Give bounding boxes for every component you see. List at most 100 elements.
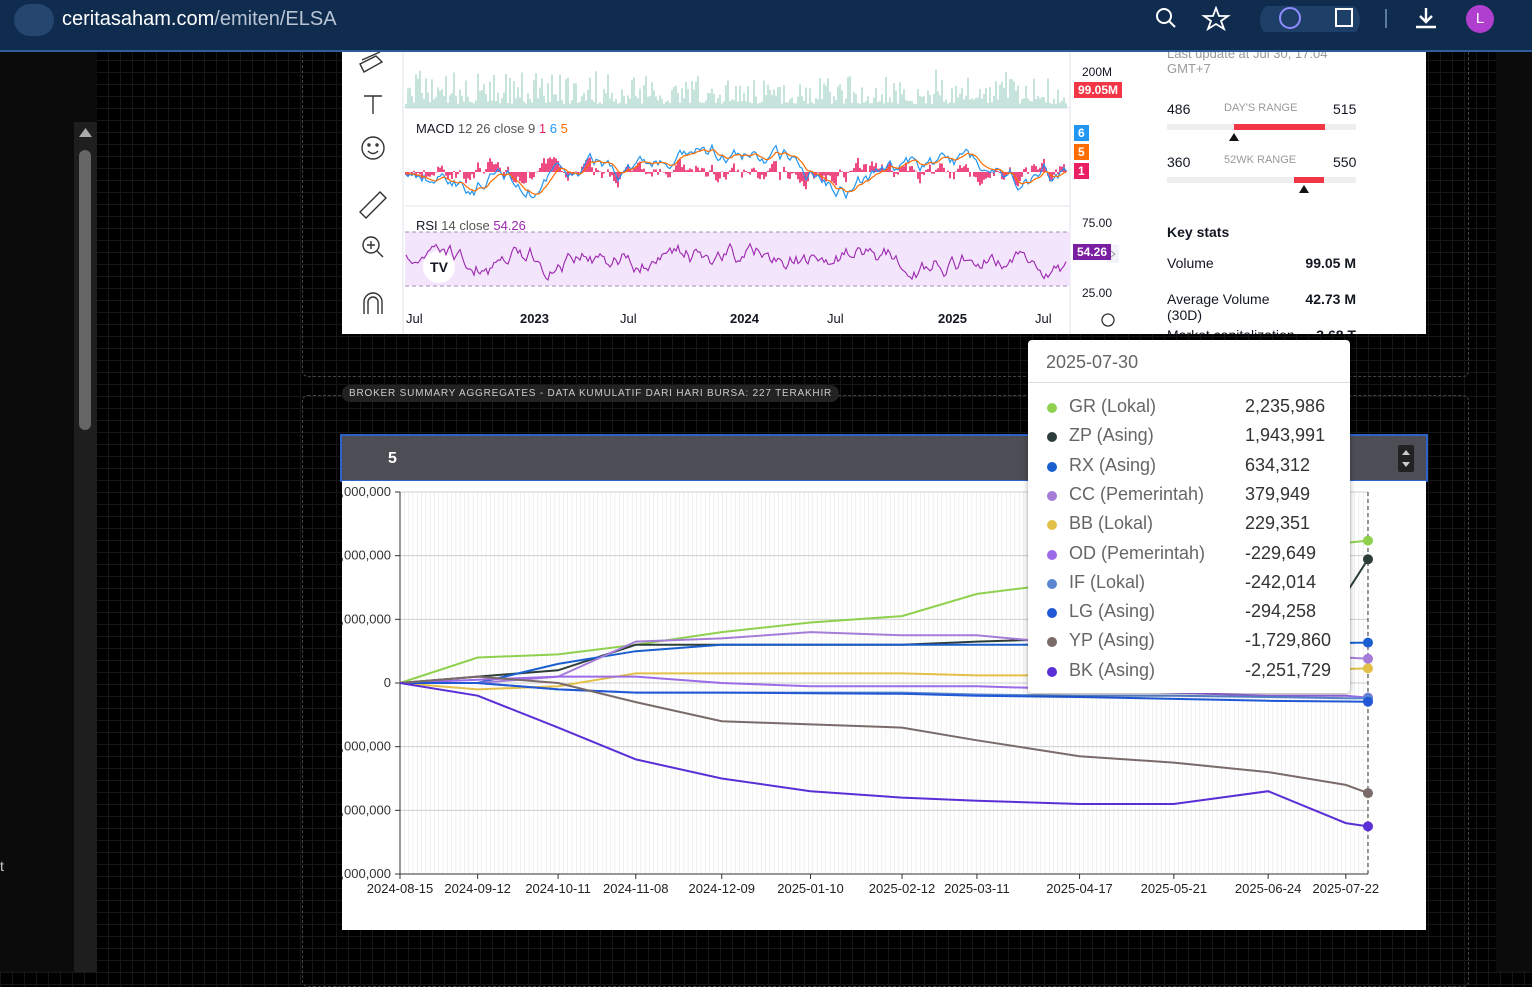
rsi-badge: 54.26 — [1073, 244, 1112, 260]
time-label: Jul — [1035, 311, 1052, 326]
x-tick-label: 2025-01-10 — [777, 881, 844, 896]
url[interactable]: ceritasaham.com/emiten/ELSA — [62, 8, 337, 31]
tooltip-divider — [1028, 382, 1350, 383]
volume-tick: 200M — [1082, 65, 1113, 79]
x-tick-label: 2024-10-11 — [525, 881, 591, 896]
legend-name: OD (Pemerintah) — [1069, 542, 1206, 563]
time-label: Jul — [406, 311, 423, 326]
avatar[interactable]: L — [1466, 5, 1494, 33]
legend-name: LG (Asing) — [1069, 601, 1156, 622]
wk-high: 550 — [1333, 154, 1357, 170]
scroll-up[interactable] — [77, 126, 94, 138]
stats-heading: Key stats — [1167, 224, 1230, 240]
legend-swatch — [1047, 461, 1057, 472]
legend-swatch — [1047, 608, 1057, 619]
stat-label: Market capitalization — [1167, 327, 1297, 334]
end-point — [1363, 696, 1373, 707]
x-tick-label: 2024-08-15 — [367, 881, 434, 896]
y-tick-label: 3,000,000 — [342, 484, 391, 499]
macd-v: 1 — [538, 121, 547, 136]
tooltip-value: -2,251,729 — [1245, 659, 1332, 680]
rsi-label: RSI 14 close 54.26 — [416, 218, 526, 233]
wk-low: 360 — [1167, 154, 1191, 170]
stat-value: 42.73 M — [1305, 291, 1356, 307]
tooltip-value: -242,014 — [1245, 571, 1317, 592]
x-tick-label: 2025-04-17 — [1046, 881, 1113, 896]
right-edge — [1496, 52, 1532, 972]
legend-name: BK (Asing) — [1069, 659, 1156, 680]
stat-value: 99.05 M — [1305, 255, 1356, 271]
time-label: 2024 — [730, 311, 759, 326]
last-update: Last update at Jul 30, 17:04 GMT+7 — [1167, 52, 1328, 76]
tooltip: 2025-07-30 GR (Lokal) 2,235,986 ZP (Asing)… — [1028, 340, 1350, 693]
range-track — [1167, 177, 1356, 183]
end-point — [1363, 637, 1373, 648]
tooltip-row: ZP (Asing) 1,943,991 — [1028, 423, 1350, 452]
x-tick-label: 2024-12-09 — [688, 881, 755, 896]
stat-value: 3.68 T — [1305, 327, 1356, 334]
url-domain: ceritasaham.com — [62, 8, 215, 30]
decor-line — [405, 69, 1067, 108]
tooltip-row: BB (Lokal) 229,351 — [1028, 511, 1350, 540]
legend-swatch — [1047, 637, 1057, 648]
x-tick-label: 2025-06-24 — [1235, 881, 1302, 896]
range-fill — [1234, 124, 1325, 130]
tooltip-value: -229,649 — [1245, 542, 1317, 563]
macd-title: MACD — [416, 121, 455, 136]
legend-name: RX (Asing) — [1069, 454, 1157, 475]
rsi-tick: 25.00 — [1082, 286, 1113, 300]
tooltip-row: YP (Asing) -1,729,860 — [1028, 628, 1350, 657]
time-label: Jul — [620, 311, 637, 326]
legend-name: YP (Asing) — [1069, 630, 1155, 651]
series-line — [399, 682, 1369, 828]
tooltip-row: OD (Pemerintah) -229,649 — [1028, 541, 1350, 570]
side-text: t — [0, 858, 4, 874]
macd-badge: 6 — [1074, 125, 1089, 141]
svg-text:TV: TV — [430, 259, 449, 275]
rsi-params: 14 close — [441, 218, 490, 233]
legend-swatch — [1047, 432, 1057, 443]
x-tick-label: 2024-09-12 — [444, 881, 511, 896]
tooltip-value: 2,235,986 — [1245, 396, 1326, 416]
tooltip-value: 1,943,991 — [1245, 425, 1326, 446]
y-tick-label: -2,000,000 — [342, 802, 391, 817]
legend-name: CC (Pemerintah) — [1069, 483, 1205, 504]
day-high: 515 — [1333, 101, 1357, 117]
site-info[interactable] — [14, 4, 54, 36]
decor-line — [405, 148, 1067, 195]
rsi-title: RSI — [416, 218, 438, 233]
x-tick-label: 2025-03-11 — [944, 881, 1010, 896]
stat-label: Average Volume (30D) — [1167, 291, 1270, 323]
tooltip-row: RX (Asing) 634,312 — [1028, 453, 1350, 482]
browser-bar: ceritasaham.com/emiten/ELSA L — [0, 0, 1532, 52]
macd-badge: 1 — [1074, 163, 1089, 179]
end-point — [1363, 554, 1373, 565]
toolbar-icons[interactable] — [1150, 6, 1500, 32]
x-tick-label: 2025-07-22 — [1313, 881, 1380, 896]
decor-line — [405, 157, 1067, 190]
scrollbar[interactable] — [74, 122, 97, 972]
macd-v: 5 — [560, 121, 568, 136]
stat-label: Volume — [1167, 255, 1214, 271]
wk-label: 52WK RANGE — [1224, 154, 1297, 166]
tooltip-value: 379,949 — [1245, 483, 1311, 504]
legend-name: GR (Lokal) — [1069, 396, 1157, 416]
price-chart: TV 200M 99.05M MACD 12 26 close 9 1 6 5 … — [342, 52, 1426, 334]
y-tick-label: 1,000,000 — [342, 611, 391, 626]
legend-name: ZP (Asing) — [1069, 425, 1154, 446]
spinner[interactable] — [1398, 445, 1414, 472]
macd-badge: 5 — [1074, 144, 1089, 160]
legend-swatch — [1047, 666, 1057, 677]
end-point — [1363, 535, 1373, 546]
x-tick-label: 2025-02-12 — [869, 881, 936, 896]
legend-swatch — [1047, 578, 1057, 589]
legend-swatch — [1047, 549, 1057, 560]
time-label: 2025 — [938, 311, 967, 326]
range-fill — [1294, 177, 1324, 183]
scroll-thumb[interactable] — [79, 150, 91, 430]
tooltip-row: BK (Asing) -2,251,729 — [1028, 658, 1350, 687]
tooltip-value: 634,312 — [1245, 454, 1311, 475]
legend-name: IF (Lokal) — [1069, 571, 1146, 592]
series-line — [399, 675, 1369, 699]
time-label: Jul — [827, 311, 844, 326]
